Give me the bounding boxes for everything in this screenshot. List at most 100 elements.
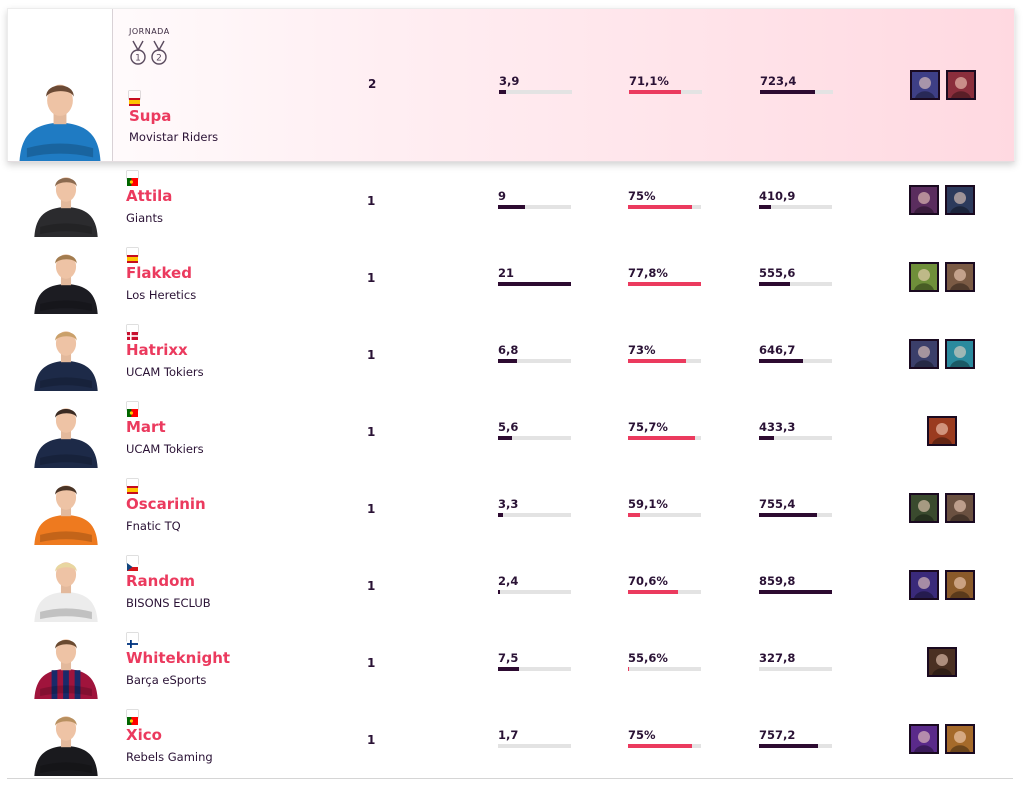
player-name[interactable]: Oscarinin	[126, 495, 206, 513]
stat-percentage: 55,6%	[628, 651, 702, 671]
stat-percentage-bar-fill	[628, 436, 696, 440]
stat-percentage-value: 77,8%	[628, 266, 668, 280]
champion-icon[interactable]	[927, 647, 957, 677]
jornadas-count: 1	[367, 579, 376, 593]
player-row[interactable]: JORNADA 1 2 Supa Movistar Riders 2 3,9 71,1% 723…	[7, 8, 1015, 162]
stat-score: 646,7	[759, 343, 833, 363]
medal-1-number: 1	[135, 54, 141, 64]
stat-score-value: 755,4	[759, 497, 796, 511]
stat-score-value: 410,9	[759, 189, 796, 203]
stat-kda: 7,5	[498, 651, 572, 671]
country-flag-icon	[127, 171, 138, 186]
player-team: Movistar Riders	[129, 130, 219, 144]
champion-icon[interactable]	[909, 570, 939, 600]
stat-score: 757,2	[759, 728, 833, 748]
champion-icon[interactable]	[909, 339, 939, 369]
player-photo	[29, 473, 103, 545]
champion-icon[interactable]	[945, 724, 975, 754]
champion-icon[interactable]	[945, 570, 975, 600]
stat-percentage-value: 75,7%	[628, 420, 668, 434]
player-row[interactable]: Whiteknight Barça eSports 1 7,5 55,6% 327,8	[7, 624, 1013, 702]
stat-percentage-bar-fill	[629, 90, 681, 94]
stat-kda-value: 3,3	[498, 497, 519, 511]
stat-percentage-bar-fill	[628, 205, 693, 209]
player-row[interactable]: Mart UCAM Tokiers 1 5,6 75,7% 433,3	[7, 393, 1013, 471]
stat-percentage-bar	[628, 436, 701, 440]
stat-kda: 1,7	[498, 728, 572, 748]
player-name[interactable]: Hatrixx	[126, 341, 188, 359]
player-photo	[29, 704, 103, 776]
champion-icon[interactable]	[909, 185, 939, 215]
champion-icon[interactable]	[945, 339, 975, 369]
player-team: Los Heretics	[126, 288, 197, 302]
player-team: Rebels Gaming	[126, 750, 213, 764]
player-photo	[14, 15, 106, 161]
player-name[interactable]: Whiteknight	[126, 649, 231, 667]
medal-2-icon	[151, 40, 167, 65]
player-name[interactable]: Flakked	[126, 264, 192, 282]
stat-kda: 6,8	[498, 343, 572, 363]
champion-icon[interactable]	[945, 262, 975, 292]
stat-kda: 2,4	[498, 574, 572, 594]
player-row[interactable]: Oscarinin Fnatic TQ 1 3,3 59,1% 755,4	[7, 470, 1013, 548]
country-flag-icon	[127, 479, 138, 494]
player-photo	[29, 165, 103, 237]
player-row[interactable]: Hatrixx UCAM Tokiers 1 6,8 73% 646,7	[7, 316, 1013, 394]
stat-score-bar	[759, 359, 832, 363]
stat-percentage: 75,7%	[628, 420, 702, 440]
stat-percentage-value: 71,1%	[629, 74, 669, 88]
player-row[interactable]: Xico Rebels Gaming 1 1,7 75% 757,2	[7, 701, 1013, 779]
player-name[interactable]: Random	[126, 572, 196, 590]
stat-score-bar-fill	[759, 744, 819, 748]
stat-score-bar	[760, 90, 833, 94]
stat-kda-bar-fill	[499, 90, 507, 94]
champion-icon[interactable]	[909, 724, 939, 754]
champion-icon[interactable]	[946, 70, 976, 100]
stat-score-value: 433,3	[759, 420, 796, 434]
stat-score: 327,8	[759, 651, 833, 671]
champion-icon[interactable]	[909, 493, 939, 523]
country-flag-icon	[127, 325, 138, 340]
stat-score-bar-fill	[759, 359, 803, 363]
stat-kda-bar	[498, 667, 571, 671]
champion-icon[interactable]	[927, 416, 957, 446]
stat-percentage-bar	[629, 90, 702, 94]
stat-kda-bar-fill	[498, 590, 501, 594]
player-name[interactable]: Xico	[126, 726, 162, 744]
stat-kda-value: 5,6	[498, 420, 519, 434]
stat-score-bar	[759, 205, 832, 209]
champion-icon[interactable]	[909, 262, 939, 292]
champion-icon[interactable]	[945, 493, 975, 523]
player-row[interactable]: Random BISONS ECLUB 1 2,4 70,6% 859,8	[7, 547, 1013, 625]
stat-percentage-bar	[628, 744, 701, 748]
stat-percentage-bar	[628, 667, 701, 671]
champion-icon[interactable]	[945, 185, 975, 215]
champion-icon[interactable]	[910, 70, 940, 100]
jornadas-count: 1	[367, 271, 376, 285]
player-row[interactable]: Attila Giants 1 9 75% 410,9	[7, 162, 1013, 240]
stat-percentage-value: 75%	[628, 189, 656, 203]
player-photo	[29, 396, 103, 468]
stat-kda-bar	[498, 359, 571, 363]
stat-percentage-value: 55,6%	[628, 651, 668, 665]
stat-score-value: 327,8	[759, 651, 796, 665]
stat-kda-value: 6,8	[498, 343, 519, 357]
stat-kda-value: 1,7	[498, 728, 519, 742]
stat-score-bar	[759, 744, 832, 748]
player-name[interactable]: Supa	[129, 107, 172, 125]
stat-kda-bar	[499, 90, 572, 94]
stat-kda-bar-fill	[498, 359, 517, 363]
country-flag-icon	[127, 710, 138, 725]
stat-score-value: 555,6	[759, 266, 796, 280]
medal-2-number: 2	[156, 54, 162, 64]
stat-kda-value: 7,5	[498, 651, 519, 665]
country-flag-icon	[127, 556, 138, 571]
stat-percentage-bar-fill	[628, 590, 679, 594]
stat-percentage-bar	[628, 359, 701, 363]
player-name[interactable]: Attila	[126, 187, 173, 205]
stat-score-bar	[759, 436, 832, 440]
player-row[interactable]: Flakked Los Heretics 1 21 77,8% 555,6	[7, 239, 1013, 317]
player-name[interactable]: Mart	[126, 418, 166, 436]
